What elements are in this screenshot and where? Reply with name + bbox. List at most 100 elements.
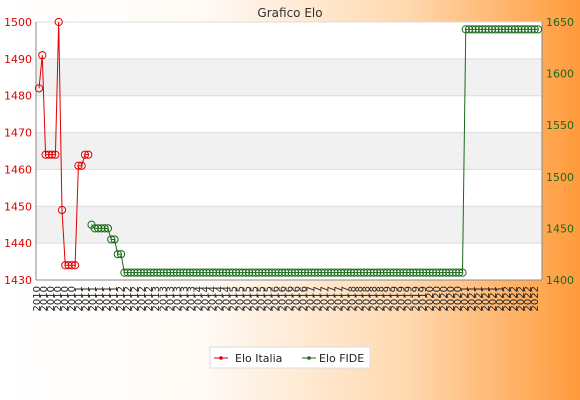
data-point (494, 25, 503, 34)
x-tick-label: 2015 (256, 286, 267, 311)
data-point (333, 268, 342, 277)
x-tick-label: 2018 (348, 286, 359, 311)
data-point (277, 268, 287, 277)
data-point (57, 205, 67, 215)
x-tick-label: 2016 (270, 286, 281, 311)
data-point (350, 268, 359, 277)
data-point (327, 268, 336, 277)
data-point (80, 150, 90, 159)
data-point (294, 268, 303, 277)
x-tick-label: 2013 (158, 286, 169, 311)
x-tick-label: 2011 (95, 286, 106, 311)
right-tick-label: 1450 (546, 222, 574, 235)
data-point (34, 84, 44, 93)
data-point (369, 268, 378, 277)
left-tick-label: 1470 (4, 127, 32, 140)
data-point (497, 25, 506, 34)
data-point (238, 268, 247, 277)
data-point (149, 268, 159, 277)
data-point (533, 25, 543, 34)
data-point (474, 25, 484, 34)
data-point (123, 268, 132, 277)
x-tick-label: 2011 (88, 286, 99, 311)
legend-box (209, 346, 371, 369)
data-point (438, 268, 447, 277)
data-point (38, 51, 47, 60)
data-point (287, 268, 296, 277)
x-tick-label: 2012 (137, 286, 148, 311)
data-point (225, 268, 234, 277)
data-point (84, 150, 93, 159)
data-point (389, 268, 398, 277)
x-tick-label: 2013 (165, 286, 176, 311)
x-tick-label: 2019 (390, 286, 401, 311)
data-point (373, 268, 382, 277)
data-point (130, 268, 139, 277)
data-point (116, 250, 126, 259)
data-point (353, 268, 362, 277)
data-point (228, 268, 237, 277)
x-axis-labels: 2010201020102010201020102011201120112011… (32, 286, 541, 311)
data-point (297, 268, 306, 277)
data-point (527, 25, 536, 34)
data-point (382, 268, 392, 277)
data-point (218, 268, 227, 277)
data-point (133, 268, 142, 277)
x-tick-label: 2015 (228, 286, 239, 311)
data-point (530, 25, 539, 34)
data-point (310, 268, 319, 277)
data-point (176, 268, 185, 277)
data-point (146, 268, 155, 277)
data-point (501, 25, 510, 34)
data-point (520, 25, 529, 34)
data-point (44, 150, 53, 159)
x-tick-label: 2015 (263, 286, 274, 311)
x-tick-label: 2014 (207, 286, 218, 311)
x-tick-label: 2011 (109, 286, 120, 311)
data-point (222, 268, 231, 277)
data-point (412, 268, 421, 277)
data-point (254, 268, 264, 277)
data-point (107, 235, 116, 244)
data-point (405, 268, 415, 277)
left-tick-label: 1480 (4, 90, 32, 103)
data-point (61, 261, 70, 270)
data-point (507, 25, 516, 34)
data-point (74, 161, 83, 170)
data-point (189, 268, 198, 277)
x-tick-label: 2012 (116, 286, 127, 311)
data-point (64, 261, 73, 270)
x-tick-label: 2018 (362, 286, 373, 311)
x-tick-label: 2010 (60, 286, 71, 311)
data-point (241, 268, 250, 277)
data-point (153, 268, 162, 277)
x-tick-label: 2019 (397, 286, 408, 311)
data-point (451, 268, 461, 277)
data-point (300, 268, 310, 277)
data-point (251, 268, 260, 277)
series-elo-italia (34, 17, 93, 270)
data-point (323, 268, 332, 277)
grid-band (36, 132, 542, 170)
data-point (113, 250, 122, 259)
x-tick-label: 2013 (151, 286, 162, 311)
data-point (304, 268, 313, 277)
legend-fide-marker (307, 356, 311, 360)
data-point (363, 268, 372, 277)
x-tick-label: 2010 (32, 286, 43, 311)
data-point (281, 268, 290, 277)
data-point (445, 268, 454, 277)
data-point (484, 25, 493, 34)
data-point (514, 25, 523, 34)
x-tick-label: 2018 (376, 286, 387, 311)
data-point (471, 25, 480, 34)
chart-title: Grafico Elo (257, 6, 322, 20)
x-tick-label: 2013 (179, 286, 190, 311)
data-point (464, 25, 474, 34)
data-point (441, 268, 451, 277)
data-point (481, 25, 490, 34)
data-point (208, 268, 218, 277)
right-tick-label: 1650 (546, 16, 574, 29)
data-point (428, 268, 438, 277)
